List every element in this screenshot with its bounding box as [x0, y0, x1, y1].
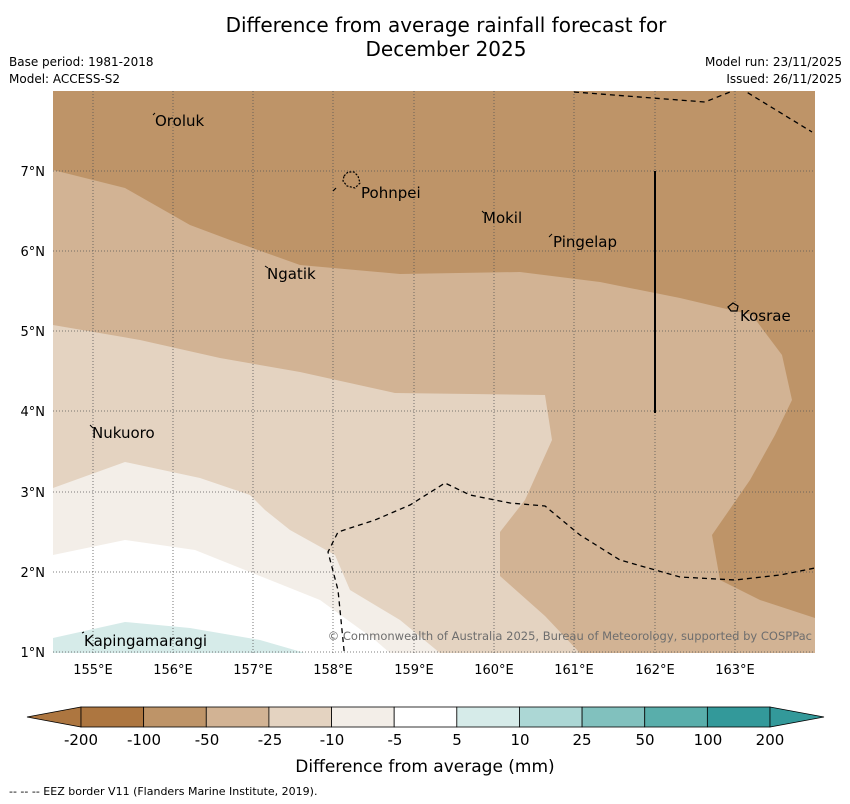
colorbar-tick-label: -200 — [64, 731, 98, 749]
model-run: Model run: 23/11/2025 — [704, 55, 842, 69]
colorbar-segment — [581, 706, 646, 728]
place-label-kapingamarangi: Kapingamarangi — [84, 632, 207, 650]
lon-tick-label: 159°E — [394, 663, 434, 678]
lon-tick-label: 155°E — [73, 663, 113, 678]
colorbar-tick-label: 10 — [510, 731, 529, 749]
map-contours — [53, 91, 815, 653]
place-labels: Oroluk Pohnpei Mokil Pingelap Ngatik Kos… — [84, 112, 791, 650]
contour-band-plus-5 — [53, 622, 305, 653]
place-label-mokil: Mokil — [483, 209, 522, 227]
lat-tick-label: 4°N — [21, 405, 46, 420]
place-label-oroluk: Oroluk — [155, 112, 204, 130]
lon-tick-label: 157°E — [233, 663, 273, 678]
kosrae-island — [727, 302, 739, 312]
colorbar-tick-label: 5 — [452, 731, 462, 749]
lat-tick-label: 2°N — [21, 566, 46, 581]
colorbar-segment — [456, 706, 520, 728]
colorbar-segment — [706, 706, 771, 728]
lat-tick-label: 5°N — [21, 325, 46, 340]
copyright-notice: © Commonwealth of Australia 2025, Bureau… — [328, 629, 812, 643]
meta-left: Base period: 1981-2018 Model: ACCESS-S2 — [9, 54, 154, 88]
nukuoro-marker — [89, 424, 94, 429]
colorbar-tick-labels: -200 -100 -50 -25 -10 -5 5 10 25 50 100 … — [64, 731, 784, 749]
colorbar-segments — [80, 706, 771, 728]
lon-axis-labels: 155°E 156°E 157°E 158°E 159°E 160°E 161°… — [73, 663, 755, 678]
colorbar-tick-label: 25 — [572, 731, 591, 749]
colorbar-segment — [331, 706, 395, 728]
eez-note: -- -- -- EEZ border V11 (Flanders Marine… — [9, 785, 318, 798]
colorbar-segment — [80, 706, 145, 728]
colorbar-tick-label: 200 — [756, 731, 785, 749]
colorbar-segment — [393, 706, 458, 728]
lon-tick-label: 162°E — [635, 663, 675, 678]
colorbar-segment — [644, 706, 708, 728]
colorbar-tick-label: -5 — [388, 731, 403, 749]
colorbar-tick-label: -100 — [127, 731, 161, 749]
colorbar-title: Difference from average (mm) — [295, 757, 554, 777]
place-label-pingelap: Pingelap — [553, 233, 617, 251]
model-name: Model: ACCESS-S2 — [9, 72, 121, 86]
lat-tick-label: 3°N — [21, 486, 46, 501]
place-label-kosrae: Kosrae — [740, 307, 791, 325]
graticule — [53, 91, 815, 653]
colorbar-tick-label: 100 — [694, 731, 723, 749]
pingelap-marker — [548, 233, 553, 238]
lon-tick-label: 161°E — [554, 663, 594, 678]
lat-tick-label: 1°N — [21, 646, 46, 661]
island-outlines — [332, 171, 739, 312]
pohnpei-reef-mark — [332, 187, 337, 192]
eez-borders — [327, 91, 815, 653]
eez-border-south — [327, 482, 815, 653]
oroluk-marker — [152, 112, 156, 116]
pohnpei-island — [342, 171, 361, 189]
colorbar-tick-label: -50 — [195, 731, 220, 749]
place-label-ngatik: Ngatik — [267, 265, 316, 283]
issued-date: Issued: 26/11/2025 — [726, 72, 842, 86]
lon-tick-label: 163°E — [715, 663, 755, 678]
eez-border-top — [573, 91, 813, 133]
lat-tick-label: 7°N — [21, 165, 46, 180]
title-line-1: Difference from average rainfall forecas… — [225, 13, 667, 37]
colorbar-arrow-high — [769, 706, 825, 728]
island-markers — [81, 112, 553, 634]
map-title: Difference from average rainfall forecas… — [0, 13, 850, 61]
colorbar-segment — [268, 706, 332, 728]
colorbar-segment — [205, 706, 270, 728]
kapingamarangi-marker — [81, 631, 85, 634]
lon-tick-label: 160°E — [474, 663, 514, 678]
lon-tick-label: 156°E — [153, 663, 193, 678]
colorbar-segment — [143, 706, 207, 728]
meta-right: Model run: 23/11/2025 Issued: 26/11/2025 — [705, 54, 842, 88]
lat-axis-labels: 7°N 6°N 5°N 4°N 3°N 2°N 1°N — [21, 165, 46, 661]
lon-tick-label: 158°E — [313, 663, 353, 678]
base-period: Base period: 1981-2018 — [9, 55, 154, 69]
mokil-marker — [481, 210, 485, 214]
colorbar: -200 -100 -50 -25 -10 -5 5 10 25 50 100 … — [26, 706, 825, 777]
colorbar-tick-label: -25 — [258, 731, 283, 749]
place-label-nukuoro: Nukuoro — [92, 424, 155, 442]
lat-tick-label: 6°N — [21, 245, 46, 260]
place-label-pohnpei: Pohnpei — [361, 184, 421, 202]
colorbar-tick-label: 50 — [635, 731, 654, 749]
colorbar-segment — [519, 706, 583, 728]
ngatik-marker — [264, 265, 269, 269]
colorbar-arrow-low — [26, 706, 82, 728]
title-line-2: December 2025 — [365, 37, 527, 61]
colorbar-tick-label: -10 — [320, 731, 345, 749]
